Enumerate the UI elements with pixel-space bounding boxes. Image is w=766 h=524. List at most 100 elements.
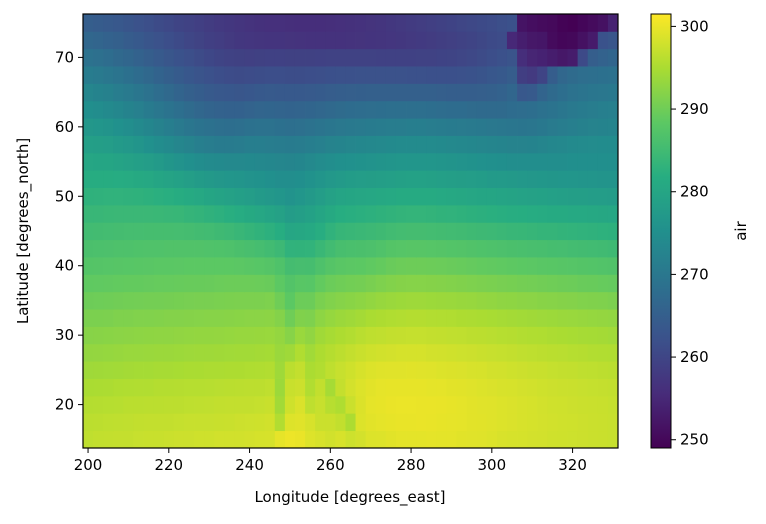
heatmap-cell [547,204,558,223]
heatmap-cell [486,222,498,241]
heatmap-cell [597,430,609,449]
heatmap-cell [456,187,467,206]
heatmap-cell [173,413,185,432]
heatmap-cell [517,413,528,432]
heatmap-cell [577,361,589,379]
heatmap-cell [274,239,286,258]
heatmap-cell [133,170,144,188]
heatmap-cell [153,430,165,449]
heatmap-cell [204,170,215,188]
heatmap-cell [173,31,185,50]
heatmap-cell [355,135,367,154]
heatmap-cell [476,48,488,67]
heatmap-cell [476,413,488,432]
heatmap-cell [234,14,245,32]
x-tick-label: 280 [397,456,426,474]
heatmap-cell [466,222,478,241]
heatmap-cell [224,343,235,362]
heatmap-cell [547,14,558,32]
heatmap-cell [406,257,417,275]
heatmap-cell [305,413,316,432]
heatmap-cell [577,291,589,310]
heatmap-cell [416,83,427,102]
heatmap-cell [375,135,387,154]
heatmap-cell [143,378,155,397]
heatmap-cell [365,274,377,293]
heatmap-cell [143,395,155,414]
heatmap-cell [537,187,548,206]
heatmap-cell [365,222,377,241]
heatmap-cell [517,361,528,379]
heatmap-cell [204,395,215,414]
heatmap-cell [335,31,346,50]
heatmap-cell [194,118,205,136]
heatmap-cell [305,31,316,50]
heatmap-cell [517,222,528,241]
heatmap-cell [577,326,589,345]
heatmap-cell [103,291,114,310]
heatmap-cell [567,274,579,293]
heatmap-cell [597,66,609,84]
heatmap-cell [517,66,528,84]
heatmap-cell [315,239,326,258]
heatmap-cell [294,170,306,188]
heatmap-cell [527,66,538,84]
heatmap-cell [264,170,276,188]
heatmap-cell [355,343,367,362]
heatmap-cell [315,118,326,136]
heatmap-cell [476,239,488,258]
heatmap-cell [234,170,245,188]
heatmap-cell [426,48,437,67]
heatmap-cell [466,378,478,397]
heatmap-cell [234,135,245,154]
heatmap-cell [395,326,407,345]
heatmap-cell [345,326,356,345]
heatmap-cell [305,100,316,119]
heatmap-cell [153,378,165,397]
heatmap-cell [537,204,548,223]
heatmap-cell [345,100,356,119]
heatmap-cell [385,361,397,379]
heatmap-cell [143,309,155,327]
heatmap-cell [163,204,175,223]
heatmap-cell [355,309,367,327]
heatmap-cell [315,135,326,154]
x-tick-label: 240 [235,456,264,474]
heatmap-cell [416,395,427,414]
heatmap-cell [456,257,467,275]
heatmap-cell [325,204,336,223]
heatmap-cell [143,135,155,154]
heatmap-cell [597,395,609,414]
heatmap-cell [597,413,609,432]
heatmap-cell [183,100,195,119]
heatmap-cell [607,48,619,67]
heatmap-cell [486,257,498,275]
heatmap-cell [113,204,124,223]
heatmap-cell [466,291,478,310]
heatmap-cell [183,291,195,310]
heatmap-cell [416,343,427,362]
heatmap-cell [284,48,296,67]
heatmap-cell [587,361,599,379]
heatmap-cell [375,274,387,293]
heatmap-cell [607,100,619,119]
heatmap-cell [93,343,104,362]
heatmap-cell [395,83,407,102]
heatmap-cell [375,430,387,449]
heatmap-cell [506,204,518,223]
heatmap-cell [335,361,346,379]
heatmap-cell [607,413,619,432]
heatmap-cell [395,343,407,362]
heatmap-cell [577,274,589,293]
heatmap-cell [506,222,518,241]
heatmap-cell [83,118,94,136]
heatmap-cell [385,326,397,345]
heatmap-cell [173,309,185,327]
heatmap-cell [385,204,397,223]
heatmap-cell [305,291,316,310]
heatmap-cell [486,430,498,449]
heatmap-cell [284,274,296,293]
heatmap-cell [214,274,225,293]
heatmap-cell [537,14,548,32]
heatmap-cell [395,187,407,206]
